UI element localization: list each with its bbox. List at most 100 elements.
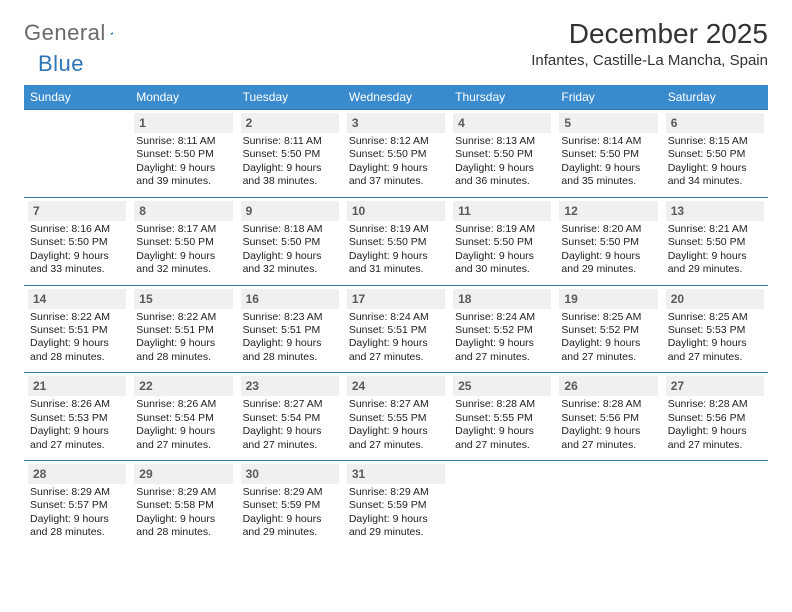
day-detail: Sunrise: 8:25 AMSunset: 5:53 PMDaylight:… xyxy=(666,311,764,365)
dow-friday: Friday xyxy=(555,85,661,110)
day-cell: 26Sunrise: 8:28 AMSunset: 5:56 PMDayligh… xyxy=(555,373,661,461)
week-row: 14Sunrise: 8:22 AMSunset: 5:51 PMDayligh… xyxy=(24,285,768,373)
day-number: 31 xyxy=(347,464,445,484)
day-cell: 18Sunrise: 8:24 AMSunset: 5:52 PMDayligh… xyxy=(449,285,555,373)
day-number: 22 xyxy=(134,376,232,396)
location: Infantes, Castille-La Mancha, Spain xyxy=(531,52,768,69)
day-number: 24 xyxy=(347,376,445,396)
day-cell: 16Sunrise: 8:23 AMSunset: 5:51 PMDayligh… xyxy=(237,285,343,373)
dow-wednesday: Wednesday xyxy=(343,85,449,110)
day-cell: 23Sunrise: 8:27 AMSunset: 5:54 PMDayligh… xyxy=(237,373,343,461)
title-block: December 2025 Infantes, Castille-La Manc… xyxy=(531,18,768,69)
day-detail: Sunrise: 8:11 AMSunset: 5:50 PMDaylight:… xyxy=(241,135,339,189)
day-number: 21 xyxy=(28,376,126,396)
day-number: 26 xyxy=(559,376,657,396)
day-number: 8 xyxy=(134,201,232,221)
day-detail: Sunrise: 8:28 AMSunset: 5:55 PMDaylight:… xyxy=(453,398,551,452)
day-cell xyxy=(662,461,768,548)
day-detail: Sunrise: 8:18 AMSunset: 5:50 PMDaylight:… xyxy=(241,223,339,277)
day-number: 20 xyxy=(666,289,764,309)
week-row: 1Sunrise: 8:11 AMSunset: 5:50 PMDaylight… xyxy=(24,110,768,198)
day-number: 9 xyxy=(241,201,339,221)
day-detail: Sunrise: 8:11 AMSunset: 5:50 PMDaylight:… xyxy=(134,135,232,189)
day-detail: Sunrise: 8:19 AMSunset: 5:50 PMDaylight:… xyxy=(347,223,445,277)
day-detail: Sunrise: 8:19 AMSunset: 5:50 PMDaylight:… xyxy=(453,223,551,277)
day-cell xyxy=(449,461,555,548)
day-cell: 4Sunrise: 8:13 AMSunset: 5:50 PMDaylight… xyxy=(449,110,555,198)
day-detail: Sunrise: 8:15 AMSunset: 5:50 PMDaylight:… xyxy=(666,135,764,189)
day-cell: 28Sunrise: 8:29 AMSunset: 5:57 PMDayligh… xyxy=(24,461,130,548)
day-cell: 8Sunrise: 8:17 AMSunset: 5:50 PMDaylight… xyxy=(130,197,236,285)
day-number: 15 xyxy=(134,289,232,309)
day-number: 12 xyxy=(559,201,657,221)
day-detail: Sunrise: 8:23 AMSunset: 5:51 PMDaylight:… xyxy=(241,311,339,365)
day-cell: 3Sunrise: 8:12 AMSunset: 5:50 PMDaylight… xyxy=(343,110,449,198)
day-cell: 27Sunrise: 8:28 AMSunset: 5:56 PMDayligh… xyxy=(662,373,768,461)
day-cell: 6Sunrise: 8:15 AMSunset: 5:50 PMDaylight… xyxy=(662,110,768,198)
day-cell: 29Sunrise: 8:29 AMSunset: 5:58 PMDayligh… xyxy=(130,461,236,548)
day-cell: 15Sunrise: 8:22 AMSunset: 5:51 PMDayligh… xyxy=(130,285,236,373)
dow-sunday: Sunday xyxy=(24,85,130,110)
day-cell: 11Sunrise: 8:19 AMSunset: 5:50 PMDayligh… xyxy=(449,197,555,285)
day-cell: 1Sunrise: 8:11 AMSunset: 5:50 PMDaylight… xyxy=(130,110,236,198)
day-detail: Sunrise: 8:27 AMSunset: 5:54 PMDaylight:… xyxy=(241,398,339,452)
day-number: 16 xyxy=(241,289,339,309)
day-number: 14 xyxy=(28,289,126,309)
day-detail: Sunrise: 8:24 AMSunset: 5:52 PMDaylight:… xyxy=(453,311,551,365)
day-detail: Sunrise: 8:29 AMSunset: 5:58 PMDaylight:… xyxy=(134,486,232,540)
day-detail: Sunrise: 8:22 AMSunset: 5:51 PMDaylight:… xyxy=(134,311,232,365)
day-number: 4 xyxy=(453,113,551,133)
month-title: December 2025 xyxy=(531,18,768,50)
day-detail: Sunrise: 8:16 AMSunset: 5:50 PMDaylight:… xyxy=(28,223,126,277)
dow-saturday: Saturday xyxy=(662,85,768,110)
day-number: 29 xyxy=(134,464,232,484)
day-cell: 30Sunrise: 8:29 AMSunset: 5:59 PMDayligh… xyxy=(237,461,343,548)
day-detail: Sunrise: 8:29 AMSunset: 5:57 PMDaylight:… xyxy=(28,486,126,540)
day-cell: 17Sunrise: 8:24 AMSunset: 5:51 PMDayligh… xyxy=(343,285,449,373)
day-cell: 10Sunrise: 8:19 AMSunset: 5:50 PMDayligh… xyxy=(343,197,449,285)
day-number: 19 xyxy=(559,289,657,309)
day-detail: Sunrise: 8:26 AMSunset: 5:53 PMDaylight:… xyxy=(28,398,126,452)
day-number: 23 xyxy=(241,376,339,396)
day-cell: 14Sunrise: 8:22 AMSunset: 5:51 PMDayligh… xyxy=(24,285,130,373)
day-cell: 20Sunrise: 8:25 AMSunset: 5:53 PMDayligh… xyxy=(662,285,768,373)
day-cell: 5Sunrise: 8:14 AMSunset: 5:50 PMDaylight… xyxy=(555,110,661,198)
day-number: 17 xyxy=(347,289,445,309)
day-detail: Sunrise: 8:22 AMSunset: 5:51 PMDaylight:… xyxy=(28,311,126,365)
brand-logo: General xyxy=(24,20,132,46)
week-row: 7Sunrise: 8:16 AMSunset: 5:50 PMDaylight… xyxy=(24,197,768,285)
day-number: 18 xyxy=(453,289,551,309)
day-detail: Sunrise: 8:29 AMSunset: 5:59 PMDaylight:… xyxy=(241,486,339,540)
day-cell: 31Sunrise: 8:29 AMSunset: 5:59 PMDayligh… xyxy=(343,461,449,548)
calendar-table: Sunday Monday Tuesday Wednesday Thursday… xyxy=(24,85,768,548)
day-cell: 12Sunrise: 8:20 AMSunset: 5:50 PMDayligh… xyxy=(555,197,661,285)
day-cell: 21Sunrise: 8:26 AMSunset: 5:53 PMDayligh… xyxy=(24,373,130,461)
day-detail: Sunrise: 8:26 AMSunset: 5:54 PMDaylight:… xyxy=(134,398,232,452)
day-cell: 22Sunrise: 8:26 AMSunset: 5:54 PMDayligh… xyxy=(130,373,236,461)
day-detail: Sunrise: 8:27 AMSunset: 5:55 PMDaylight:… xyxy=(347,398,445,452)
day-number: 13 xyxy=(666,201,764,221)
dow-monday: Monday xyxy=(130,85,236,110)
day-detail: Sunrise: 8:25 AMSunset: 5:52 PMDaylight:… xyxy=(559,311,657,365)
day-number: 5 xyxy=(559,113,657,133)
dow-thursday: Thursday xyxy=(449,85,555,110)
day-detail: Sunrise: 8:29 AMSunset: 5:59 PMDaylight:… xyxy=(347,486,445,540)
day-number: 3 xyxy=(347,113,445,133)
day-detail: Sunrise: 8:13 AMSunset: 5:50 PMDaylight:… xyxy=(453,135,551,189)
brand-part2: Blue xyxy=(38,51,84,77)
day-cell: 13Sunrise: 8:21 AMSunset: 5:50 PMDayligh… xyxy=(662,197,768,285)
brand-triangle-icon xyxy=(110,25,113,41)
day-cell xyxy=(555,461,661,548)
day-number: 6 xyxy=(666,113,764,133)
day-number: 30 xyxy=(241,464,339,484)
day-detail: Sunrise: 8:24 AMSunset: 5:51 PMDaylight:… xyxy=(347,311,445,365)
day-cell xyxy=(24,110,130,198)
day-detail: Sunrise: 8:20 AMSunset: 5:50 PMDaylight:… xyxy=(559,223,657,277)
day-detail: Sunrise: 8:28 AMSunset: 5:56 PMDaylight:… xyxy=(666,398,764,452)
day-detail: Sunrise: 8:12 AMSunset: 5:50 PMDaylight:… xyxy=(347,135,445,189)
day-number: 7 xyxy=(28,201,126,221)
day-number: 28 xyxy=(28,464,126,484)
day-number: 11 xyxy=(453,201,551,221)
day-cell: 2Sunrise: 8:11 AMSunset: 5:50 PMDaylight… xyxy=(237,110,343,198)
day-number: 10 xyxy=(347,201,445,221)
